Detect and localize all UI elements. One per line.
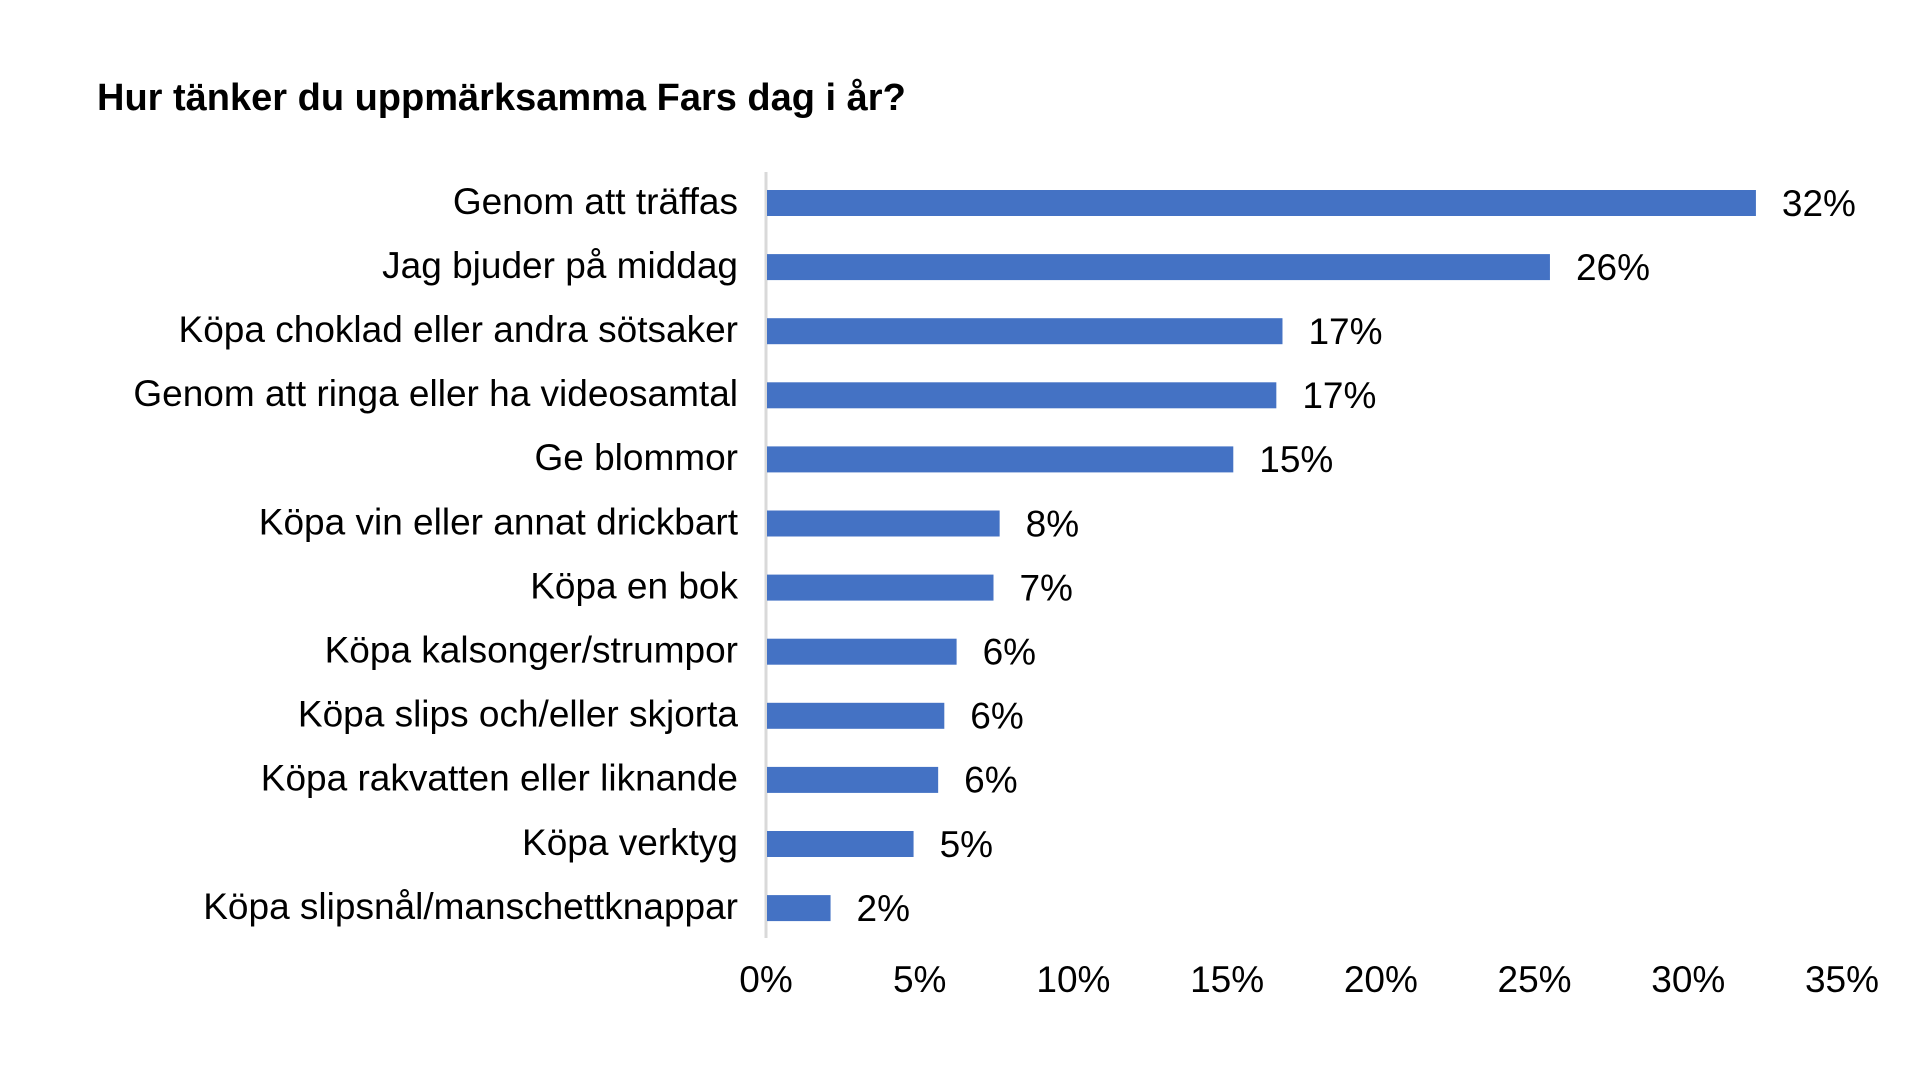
category-label: Köpa rakvatten eller liknande — [261, 758, 738, 799]
category-label: Köpa choklad eller andra sötsaker — [179, 309, 738, 350]
value-label: 32% — [1782, 183, 1856, 224]
bar — [767, 382, 1277, 409]
bar — [767, 574, 994, 601]
bar — [767, 895, 831, 922]
bar — [767, 190, 1756, 216]
category-label: Köpa kalsonger/strumpor — [325, 629, 738, 670]
value-label: 15% — [1259, 439, 1333, 480]
x-tick-label: 35% — [1805, 959, 1879, 1000]
value-label: 6% — [964, 760, 1017, 801]
value-label: 6% — [970, 696, 1023, 737]
x-tick-label: 25% — [1498, 959, 1572, 1000]
category-label: Genom att ringa eller ha videosamtal — [133, 373, 738, 414]
value-label: 17% — [1302, 375, 1376, 416]
category-label: Köpa en bok — [530, 565, 738, 606]
x-tick-label: 30% — [1651, 959, 1725, 1000]
value-label: 17% — [1308, 311, 1382, 352]
value-label: 2% — [857, 888, 910, 929]
value-label: 5% — [940, 824, 993, 865]
category-labels-group: Genom att träffas Jag bjuder på middag Köp… — [133, 181, 738, 927]
x-axis-ticks-group: 0% 5% 10% 15% 20% 25% 30% 35% — [739, 959, 1879, 1000]
category-label: Köpa verktyg — [522, 822, 738, 863]
bar — [767, 638, 957, 665]
x-tick-label: 0% — [739, 959, 792, 1000]
bar — [767, 831, 914, 857]
x-tick-label: 15% — [1190, 959, 1264, 1000]
value-label: 6% — [983, 631, 1036, 672]
category-label: Genom att träffas — [453, 181, 738, 222]
x-tick-label: 5% — [893, 959, 946, 1000]
bar — [767, 510, 1000, 537]
category-label: Jag bjuder på middag — [382, 245, 738, 286]
category-label: Köpa slipsnål/manschettknappar — [203, 886, 738, 927]
bar — [767, 702, 945, 729]
value-label: 7% — [1019, 567, 1072, 608]
bars-group — [767, 190, 1756, 922]
value-label: 8% — [1026, 503, 1079, 544]
x-tick-label: 20% — [1344, 959, 1418, 1000]
bar — [767, 446, 1234, 473]
category-label: Köpa vin eller annat drickbart — [259, 501, 739, 542]
value-labels-group: 32% 26% 17% 17% 15% 8% 7% 6% 6% 6% 5% 2% — [857, 183, 1856, 929]
category-label: Köpa slips och/eller skjorta — [298, 694, 739, 735]
chart-title: Hur tänker du uppmärksamma Fars dag i år… — [97, 77, 906, 119]
bar — [767, 318, 1283, 345]
category-label: Ge blommor — [534, 437, 738, 478]
value-label: 26% — [1576, 247, 1650, 288]
bar — [767, 766, 939, 793]
x-tick-label: 10% — [1036, 959, 1110, 1000]
bar — [767, 254, 1550, 281]
